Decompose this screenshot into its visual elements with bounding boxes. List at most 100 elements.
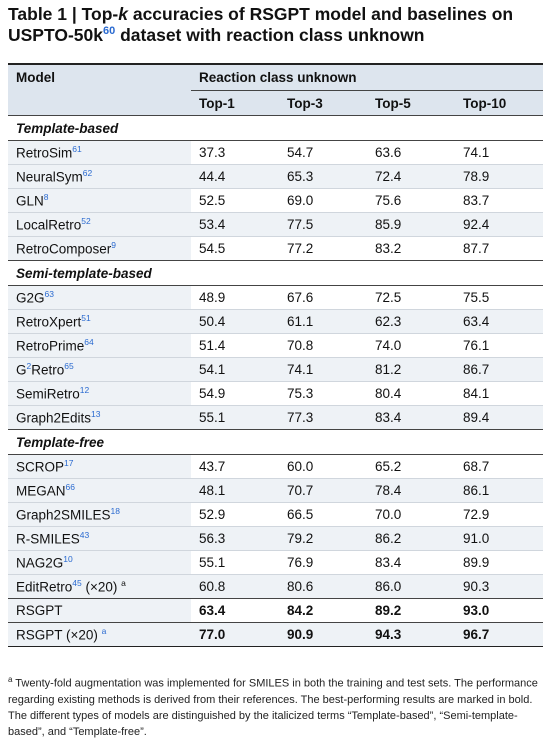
value-cell: 65.2 <box>367 454 455 479</box>
model-name-cell: NAG2G10 <box>8 550 191 575</box>
value-cell: 86.2 <box>367 526 455 551</box>
model-name: RetroSim <box>16 145 73 161</box>
value-cell: 83.4 <box>367 405 455 430</box>
model-name-cell: G2G63 <box>8 285 191 310</box>
value-cell: 77.0 <box>191 622 279 647</box>
model-name: GLN <box>16 193 44 209</box>
section-label: Template-free <box>8 429 543 455</box>
model-name-prefix-sup: 2 <box>26 361 32 372</box>
reference-number: 8 <box>43 192 49 203</box>
model-name-cell: MEGAN66 <box>8 478 191 503</box>
value-cell: 77.2 <box>279 236 367 261</box>
table-row: G2Retro65 54.1 74.1 81.2 86.7 <box>8 357 543 382</box>
value-cell: 85.9 <box>367 212 455 237</box>
value-cell: 86.1 <box>455 478 543 503</box>
model-name: LocalRetro <box>16 217 82 233</box>
model-name: Graph2Edits <box>16 410 92 426</box>
reference-number: 63 <box>44 289 54 300</box>
value-cell: 53.4 <box>191 212 279 237</box>
model-name-cell: Graph2SMILES18 <box>8 502 191 527</box>
model-extra: (×20) <box>81 579 122 595</box>
value-cell: 89.4 <box>455 405 543 430</box>
value-cell: 91.0 <box>455 526 543 551</box>
model-name: RSGPT (×20) <box>16 627 102 643</box>
value-cell: 83.4 <box>367 550 455 575</box>
value-cell: 67.6 <box>279 285 367 310</box>
table-row: RSGPT 63.4 84.2 89.2 93.0 <box>8 598 543 623</box>
value-cell: 81.2 <box>367 357 455 382</box>
model-name-cell: NeuralSym62 <box>8 164 191 189</box>
model-name: Graph2SMILES <box>16 507 111 523</box>
table-row: GLN8 52.5 69.0 75.6 83.7 <box>8 188 543 213</box>
model-name-cell: RSGPT (×20) a <box>8 622 191 647</box>
value-cell: 94.3 <box>367 622 455 647</box>
reference-number: 61 <box>72 144 82 155</box>
value-cell: 65.3 <box>279 164 367 189</box>
value-cell: 84.1 <box>455 381 543 406</box>
value-cell: 55.1 <box>191 550 279 575</box>
value-cell: 44.4 <box>191 164 279 189</box>
reference-number: 18 <box>110 506 121 517</box>
reference-number: 10 <box>63 554 73 565</box>
model-name-cell: SemiRetro12 <box>8 381 191 406</box>
model-name-cell: GLN8 <box>8 188 191 213</box>
table-row: Graph2Edits13 55.1 77.3 83.4 89.4 <box>8 405 543 430</box>
value-cell: 56.3 <box>191 526 279 551</box>
reference-number: 64 <box>84 337 94 348</box>
table-row: G2G63 48.9 67.6 72.5 75.5 <box>8 285 543 310</box>
value-cell: 43.7 <box>191 454 279 479</box>
model-name-cell: Graph2Edits13 <box>8 405 191 430</box>
reference-number: 43 <box>79 530 90 541</box>
table-row: MEGAN66 48.1 70.7 78.4 86.1 <box>8 478 543 503</box>
model-name: EditRetro <box>16 579 73 595</box>
value-cell: 86.0 <box>367 574 455 599</box>
value-cell: 70.7 <box>279 478 367 503</box>
header-col: Top-1 <box>191 90 279 116</box>
value-cell: 72.9 <box>455 502 543 527</box>
value-cell: 74.1 <box>279 357 367 382</box>
value-cell: 52.5 <box>191 188 279 213</box>
value-cell: 79.2 <box>279 526 367 551</box>
value-cell: 74.0 <box>367 333 455 358</box>
value-cell: 51.4 <box>191 333 279 358</box>
value-cell: 48.9 <box>191 285 279 310</box>
value-cell: 93.0 <box>455 598 543 623</box>
value-cell: 72.5 <box>367 285 455 310</box>
model-name: SemiRetro <box>16 386 80 402</box>
model-name: RetroComposer <box>16 241 112 257</box>
value-cell: 72.4 <box>367 164 455 189</box>
value-cell: 70.8 <box>279 333 367 358</box>
model-name-prefix: G <box>16 362 27 378</box>
value-cell: 83.7 <box>455 188 543 213</box>
value-cell: 62.3 <box>367 309 455 334</box>
value-cell: 75.6 <box>367 188 455 213</box>
table-row: SCROP17 43.7 60.0 65.2 68.7 <box>8 454 543 479</box>
value-cell: 50.4 <box>191 309 279 334</box>
value-cell: 54.5 <box>191 236 279 261</box>
value-cell: 80.6 <box>279 574 367 599</box>
value-cell: 83.2 <box>367 236 455 261</box>
value-cell: 96.7 <box>455 622 543 647</box>
table-row: Graph2SMILES18 52.9 66.5 70.0 72.9 <box>8 502 543 527</box>
table-row: R-SMILES43 56.3 79.2 86.2 91.0 <box>8 526 543 551</box>
reference-number: 66 <box>65 482 75 493</box>
value-cell: 90.9 <box>279 622 367 647</box>
model-name-cell: EditRetro45 (×20) a <box>8 574 191 599</box>
model-name: G2G <box>16 290 45 306</box>
reference-number: 52 <box>81 216 91 227</box>
value-cell: 63.4 <box>455 309 543 334</box>
model-name: RetroPrime <box>16 338 85 354</box>
value-cell: 77.5 <box>279 212 367 237</box>
footnote: a Twenty-fold augmentation was implement… <box>8 675 538 738</box>
value-cell: 37.3 <box>191 140 279 165</box>
value-cell: 75.3 <box>279 381 367 406</box>
header-col: Top-3 <box>279 90 367 116</box>
section-row: Template-based <box>8 115 543 141</box>
table-row: RetroPrime64 51.4 70.8 74.0 76.1 <box>8 333 543 358</box>
value-cell: 87.7 <box>455 236 543 261</box>
value-cell: 52.9 <box>191 502 279 527</box>
section-row: Semi-template-based <box>8 260 543 286</box>
table-row: NAG2G10 55.1 76.9 83.4 89.9 <box>8 550 543 575</box>
value-cell: 54.1 <box>191 357 279 382</box>
footnote-mark: a <box>121 578 126 589</box>
